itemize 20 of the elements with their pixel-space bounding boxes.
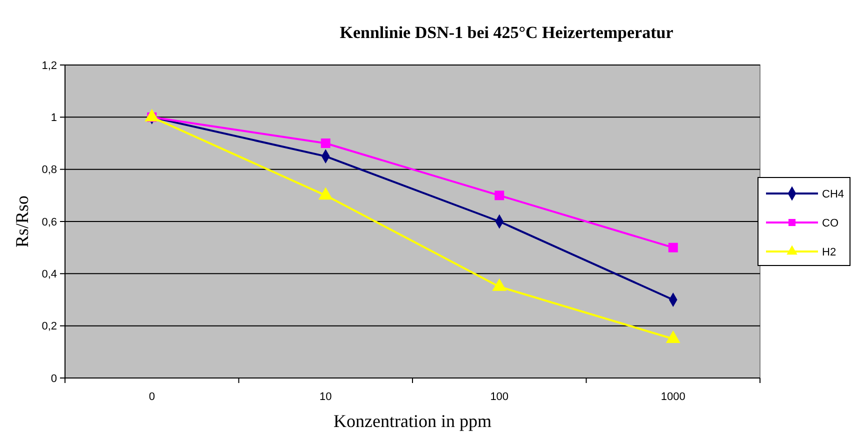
point bbox=[320, 138, 330, 148]
chart-title: Kennlinie DSN-1 bei 425°C Heizertemperatur bbox=[340, 23, 674, 42]
x-tick-label: 10 bbox=[320, 391, 332, 403]
legend-label: H2 bbox=[822, 246, 836, 258]
legend-label: CO bbox=[822, 217, 839, 230]
y-tick-label: 0,4 bbox=[42, 268, 57, 281]
x-tick-label: 100 bbox=[490, 391, 509, 403]
y-axis-title: Rs/Rso bbox=[12, 195, 32, 248]
x-tick-label: 1000 bbox=[660, 391, 686, 403]
y-tick-label: 0,6 bbox=[42, 216, 57, 228]
x-tick-label: 0 bbox=[148, 391, 155, 403]
y-tick-label: 1 bbox=[50, 112, 57, 124]
y-tick-label: 1,2 bbox=[42, 60, 57, 72]
legend-label: CH4 bbox=[822, 188, 844, 200]
x-axis-title: Konzentration in ppm bbox=[334, 411, 492, 431]
y-tick-label: 0 bbox=[50, 372, 57, 385]
point bbox=[494, 190, 504, 200]
y-tick-label: 0,2 bbox=[42, 320, 57, 333]
point bbox=[668, 242, 678, 252]
y-tick-label: 0,8 bbox=[42, 164, 57, 176]
